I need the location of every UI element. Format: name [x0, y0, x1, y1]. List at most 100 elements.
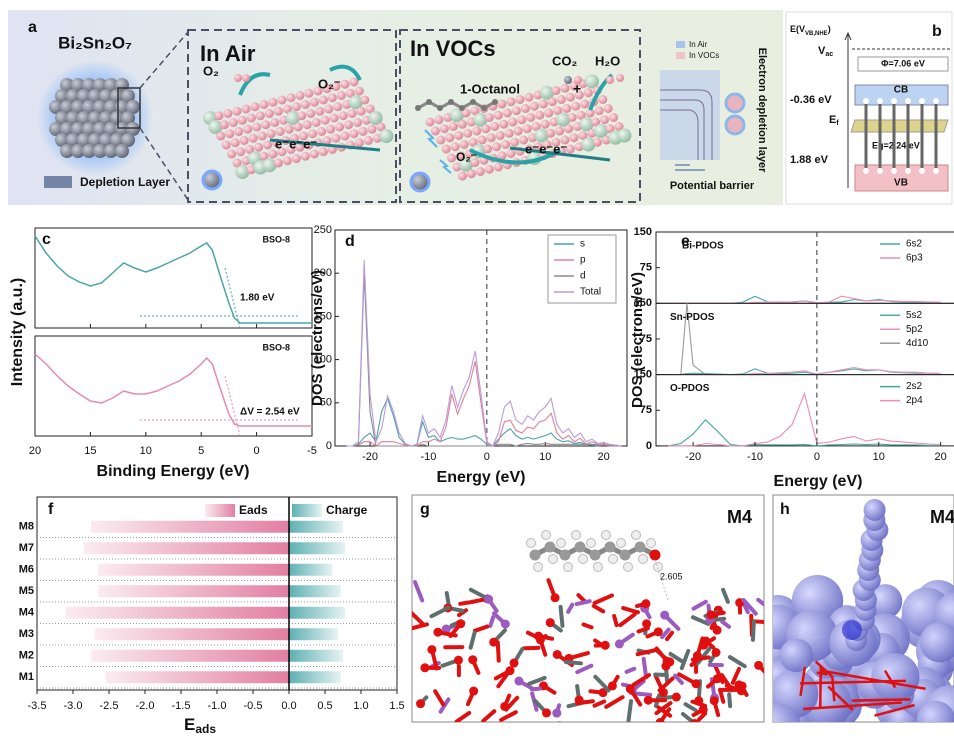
- axis-label: E(VVB,NHE): [790, 24, 831, 36]
- atom: [427, 645, 437, 655]
- atom: [515, 95, 525, 104]
- atom: [579, 117, 594, 132]
- atom: [493, 110, 503, 120]
- atom: [263, 140, 273, 150]
- sphere: [71, 100, 85, 114]
- atom: [331, 133, 341, 143]
- box-title: In Air: [200, 41, 256, 66]
- atom: [420, 663, 430, 673]
- atom: [290, 133, 300, 143]
- atom: [475, 167, 485, 176]
- bond: [468, 587, 489, 601]
- atom: [490, 122, 500, 131]
- sphere: [121, 89, 135, 103]
- box-air: [187, 29, 397, 203]
- wf-box: [857, 56, 949, 72]
- x-tick-label: -1.5: [172, 700, 191, 712]
- atom: [492, 142, 502, 152]
- panel-label: d: [345, 233, 355, 250]
- y-tick-label: 150: [634, 297, 652, 309]
- atom: [598, 95, 608, 104]
- cb-label: CB: [894, 85, 908, 96]
- y-tick-label: 75: [640, 333, 652, 345]
- atom: [522, 124, 532, 134]
- atom: [270, 118, 280, 127]
- bond: [626, 699, 634, 722]
- sphere: [71, 122, 85, 136]
- y-tick-label: 75: [640, 404, 652, 416]
- atom: [519, 135, 529, 145]
- vacuum-label: Vac: [818, 45, 833, 58]
- atom: [562, 104, 572, 113]
- atom: [268, 97, 278, 107]
- particle-icon: [409, 171, 431, 193]
- atom: [349, 77, 359, 87]
- atom: [348, 95, 363, 110]
- atom: [262, 158, 277, 173]
- atom: [594, 124, 608, 138]
- atom: [297, 111, 307, 121]
- atom: [354, 138, 364, 148]
- atom: [511, 106, 521, 116]
- atom: [594, 106, 604, 116]
- electron: [724, 114, 746, 136]
- pdos-line: [668, 295, 941, 304]
- sphere: [110, 111, 124, 125]
- gas-atom: [564, 76, 572, 84]
- bond: [574, 599, 592, 607]
- sphere: [77, 111, 91, 125]
- sphere: [99, 111, 113, 125]
- atom: [320, 115, 330, 125]
- atom: [709, 696, 719, 706]
- bond: [821, 669, 926, 691]
- particle-icon: [201, 169, 223, 191]
- panel-g-structure: [412, 530, 764, 722]
- bar: [289, 585, 341, 598]
- atom: [495, 131, 505, 140]
- atom: [591, 117, 601, 127]
- vb-band: [854, 164, 949, 192]
- atom: [520, 104, 530, 113]
- hole: [877, 168, 883, 174]
- atom: [484, 113, 494, 122]
- atom: [379, 129, 394, 143]
- category-label: M6: [19, 564, 34, 576]
- atom: [534, 128, 549, 143]
- atom: [701, 636, 711, 646]
- atom: [600, 115, 610, 125]
- band-curve: [660, 89, 713, 160]
- sphere: [88, 133, 102, 147]
- bond: [558, 604, 565, 628]
- atom: [643, 695, 653, 705]
- atom: [216, 131, 226, 141]
- electron: [891, 98, 897, 104]
- sphere: [82, 122, 96, 136]
- sphere: [115, 144, 129, 158]
- sphere: [110, 133, 124, 147]
- atom: [324, 104, 334, 114]
- atom: [326, 124, 336, 134]
- atom: [318, 147, 328, 157]
- model-label: M4: [930, 507, 954, 527]
- legend-swatch: [292, 504, 322, 517]
- hole: [863, 168, 869, 174]
- atom: [353, 118, 363, 127]
- atom: [585, 74, 599, 89]
- atom: [264, 109, 274, 118]
- atom: [552, 649, 562, 659]
- y-tick-label: 75: [640, 262, 652, 274]
- atom: [553, 106, 563, 116]
- atom: [617, 128, 632, 143]
- bond: [592, 699, 607, 708]
- atom: [510, 137, 520, 147]
- atom: [502, 108, 512, 118]
- atom: [690, 718, 699, 722]
- panel-label: g: [420, 501, 430, 518]
- bar: [98, 585, 289, 598]
- bond: [604, 695, 625, 709]
- x-tick-label: 1.0: [353, 700, 368, 712]
- atom: [219, 120, 229, 130]
- gas-atom: [616, 74, 624, 82]
- atom: [501, 140, 511, 149]
- pdos-title: Sn-PDOS: [670, 312, 715, 323]
